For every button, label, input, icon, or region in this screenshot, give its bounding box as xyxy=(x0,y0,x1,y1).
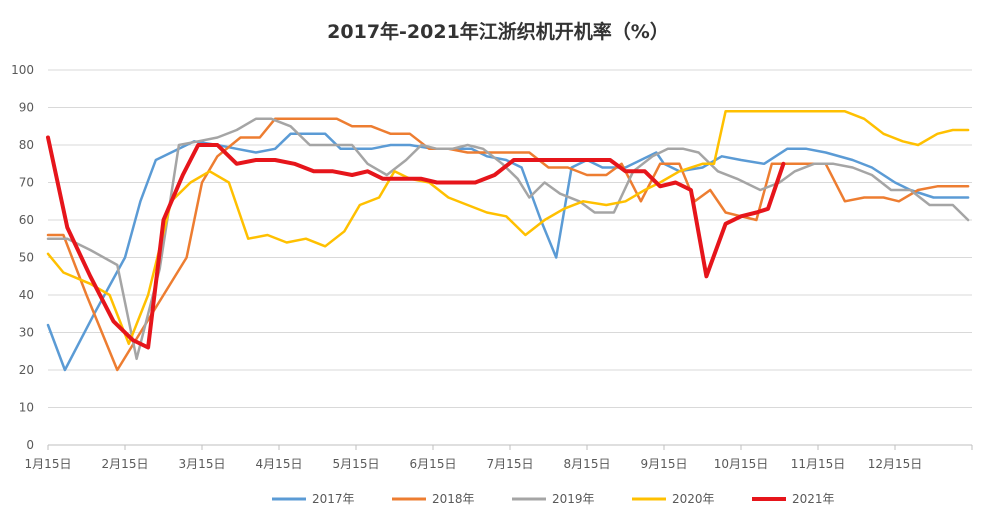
series-line-2020年 xyxy=(46,110,970,346)
y-tick-label: 40 xyxy=(19,288,34,302)
y-tick-label: 0 xyxy=(26,438,34,452)
x-tick-label: 12月15日 xyxy=(868,457,923,471)
series-line-2021年 xyxy=(46,135,786,350)
x-axis-ticks: 1月15日 2月15日 3月15日 4月15日 5月15日 6月15日 7月15日 8月15日… xyxy=(25,445,973,471)
y-tick-label: 100 xyxy=(11,63,34,77)
y-tick-label: 10 xyxy=(19,401,34,415)
series-line-2019年 xyxy=(46,117,970,361)
x-tick-label: 11月15日 xyxy=(791,457,846,471)
x-tick-label: 2月15日 xyxy=(102,457,149,471)
x-tick-label: 5月15日 xyxy=(333,457,380,471)
legend-label: 2018年 xyxy=(432,492,475,506)
y-tick-label: 50 xyxy=(19,251,34,265)
y-axis-ticks: 0 10 20 30 40 50 60 70 80 90 100 xyxy=(11,63,34,452)
legend-label: 2021年 xyxy=(792,492,835,506)
legend: 2017年 2018年 2019年 2020年 2021年 xyxy=(272,492,835,506)
x-tick-label: 4月15日 xyxy=(256,457,303,471)
legend-label: 2020年 xyxy=(672,492,715,506)
x-tick-label: 1月15日 xyxy=(25,457,72,471)
series-lines xyxy=(46,110,970,372)
y-tick-label: 30 xyxy=(19,326,34,340)
legend-label: 2019年 xyxy=(552,492,595,506)
chart-title: 2017年-2021年江浙织机开机率（%） xyxy=(327,20,669,43)
y-tick-label: 90 xyxy=(19,101,34,115)
legend-label: 2017年 xyxy=(312,492,355,506)
y-tick-label: 20 xyxy=(19,363,34,377)
x-tick-label: 8月15日 xyxy=(564,457,611,471)
x-tick-label: 6月15日 xyxy=(410,457,457,471)
x-tick-label: 10月15日 xyxy=(714,457,769,471)
y-tick-label: 60 xyxy=(19,213,34,227)
y-tick-label: 80 xyxy=(19,138,34,152)
x-tick-label: 9月15日 xyxy=(641,457,688,471)
y-tick-label: 70 xyxy=(19,176,34,190)
x-tick-label: 7月15日 xyxy=(487,457,534,471)
x-tick-label: 3月15日 xyxy=(179,457,226,471)
